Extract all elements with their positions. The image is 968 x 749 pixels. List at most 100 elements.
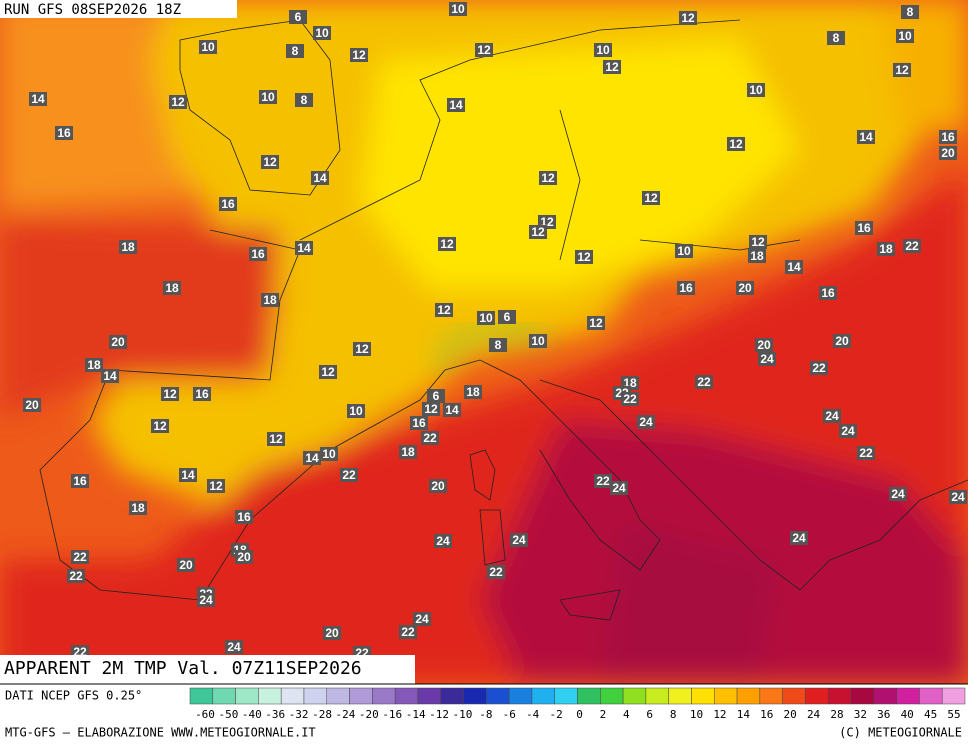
legend-swatch — [782, 687, 806, 705]
label-box — [675, 244, 693, 258]
map-title: APPARENT 2M TMP Val. 07Z11SEP2026 — [4, 658, 362, 679]
legend-label: 4 — [623, 708, 630, 721]
label-box — [429, 479, 447, 493]
temp-label: 20 — [179, 558, 193, 572]
label-box — [749, 235, 767, 249]
temp-label: 10 — [898, 29, 912, 43]
temp-label: 22 — [859, 446, 873, 460]
legend-swatch — [668, 687, 692, 705]
temp-label: 24 — [436, 534, 450, 548]
label-box — [67, 569, 85, 583]
temp-label: 16 — [57, 126, 71, 140]
legend-swatch — [850, 687, 875, 705]
legend-label: 16 — [760, 708, 773, 721]
temp-label: 6 — [504, 310, 511, 324]
temp-label: 12 — [589, 316, 603, 330]
label-box — [55, 126, 73, 140]
legend-label: 0 — [576, 708, 583, 721]
label-box — [289, 10, 307, 24]
legend-swatch — [600, 687, 624, 705]
legend-swatch — [577, 687, 601, 705]
temp-label: 18 — [750, 249, 764, 263]
legend-swatch — [303, 687, 328, 705]
temp-label: 14 — [445, 403, 459, 417]
temp-label: 12 — [751, 235, 765, 249]
label-box — [603, 60, 621, 74]
label-box — [447, 98, 465, 112]
temp-label: 14 — [859, 130, 873, 144]
temp-label: 22 — [623, 392, 637, 406]
source-text: DATI NCEP GFS 0.25° — [5, 689, 142, 703]
label-box — [295, 93, 313, 107]
label-box — [347, 404, 365, 418]
temp-label: 10 — [261, 90, 275, 104]
temp-label: 20 — [835, 334, 849, 348]
label-box — [747, 83, 765, 97]
legend-label: 20 — [784, 708, 797, 721]
label-box — [177, 558, 195, 572]
legend-label: 55 — [947, 708, 960, 721]
temp-label: 14 — [787, 260, 801, 274]
temp-label: 24 — [841, 424, 855, 438]
legend-label: 28 — [830, 708, 843, 721]
label-box — [101, 369, 119, 383]
label-box — [449, 2, 467, 16]
label-box — [295, 241, 313, 255]
label-box — [610, 481, 628, 495]
temp-label: 22 — [342, 468, 356, 482]
legend-swatch — [645, 687, 669, 705]
temp-label: 12 — [171, 95, 185, 109]
legend-label: -16 — [382, 708, 402, 721]
label-box — [695, 375, 713, 389]
temp-label: 16 — [251, 247, 265, 261]
label-box — [29, 92, 47, 106]
temp-label: 12 — [263, 155, 277, 169]
label-box — [261, 293, 279, 307]
label-box — [313, 26, 331, 40]
legend-label: 24 — [807, 708, 821, 721]
temp-label: 24 — [227, 640, 241, 654]
legend-label: -28 — [312, 708, 332, 721]
legend-swatch — [622, 687, 647, 705]
temp-label: 14 — [313, 171, 327, 185]
temp-label: 8 — [301, 93, 308, 107]
temp-label: 10 — [749, 83, 763, 97]
legend-label: -2 — [549, 708, 562, 721]
legend-label: 36 — [877, 708, 890, 721]
label-box — [827, 31, 845, 45]
temp-label: 14 — [31, 92, 45, 106]
temp-label: 12 — [605, 60, 619, 74]
legend-swatch — [280, 687, 305, 705]
legend-label: -24 — [336, 708, 356, 721]
label-box — [161, 387, 179, 401]
legend-label: 45 — [924, 708, 937, 721]
temp-label: 24 — [199, 593, 213, 607]
temp-label: 18 — [87, 358, 101, 372]
temp-label: 16 — [221, 197, 235, 211]
legend-swatch — [873, 687, 897, 705]
label-box — [163, 281, 181, 295]
temp-label: 8 — [495, 338, 502, 352]
temp-label: 22 — [423, 431, 437, 445]
label-box — [498, 310, 516, 324]
label-box — [319, 365, 337, 379]
label-box — [311, 171, 329, 185]
credit-right: (C) METEOGIORNALE — [839, 726, 962, 740]
temp-label: 20 — [325, 626, 339, 640]
label-box — [489, 338, 507, 352]
label-box — [71, 474, 89, 488]
temp-label: 10 — [451, 2, 465, 16]
temp-label: 10 — [201, 40, 215, 54]
label-box — [427, 389, 445, 403]
temp-label: 12 — [644, 191, 658, 205]
label-box — [179, 468, 197, 482]
temp-label: 22 — [401, 625, 415, 639]
legend-swatch — [235, 687, 259, 705]
temp-label: 16 — [195, 387, 209, 401]
temp-label: 22 — [73, 550, 87, 564]
label-box — [23, 398, 41, 412]
legend-swatch — [919, 687, 943, 705]
temp-label: 14 — [181, 468, 195, 482]
temp-label: 16 — [679, 281, 693, 295]
